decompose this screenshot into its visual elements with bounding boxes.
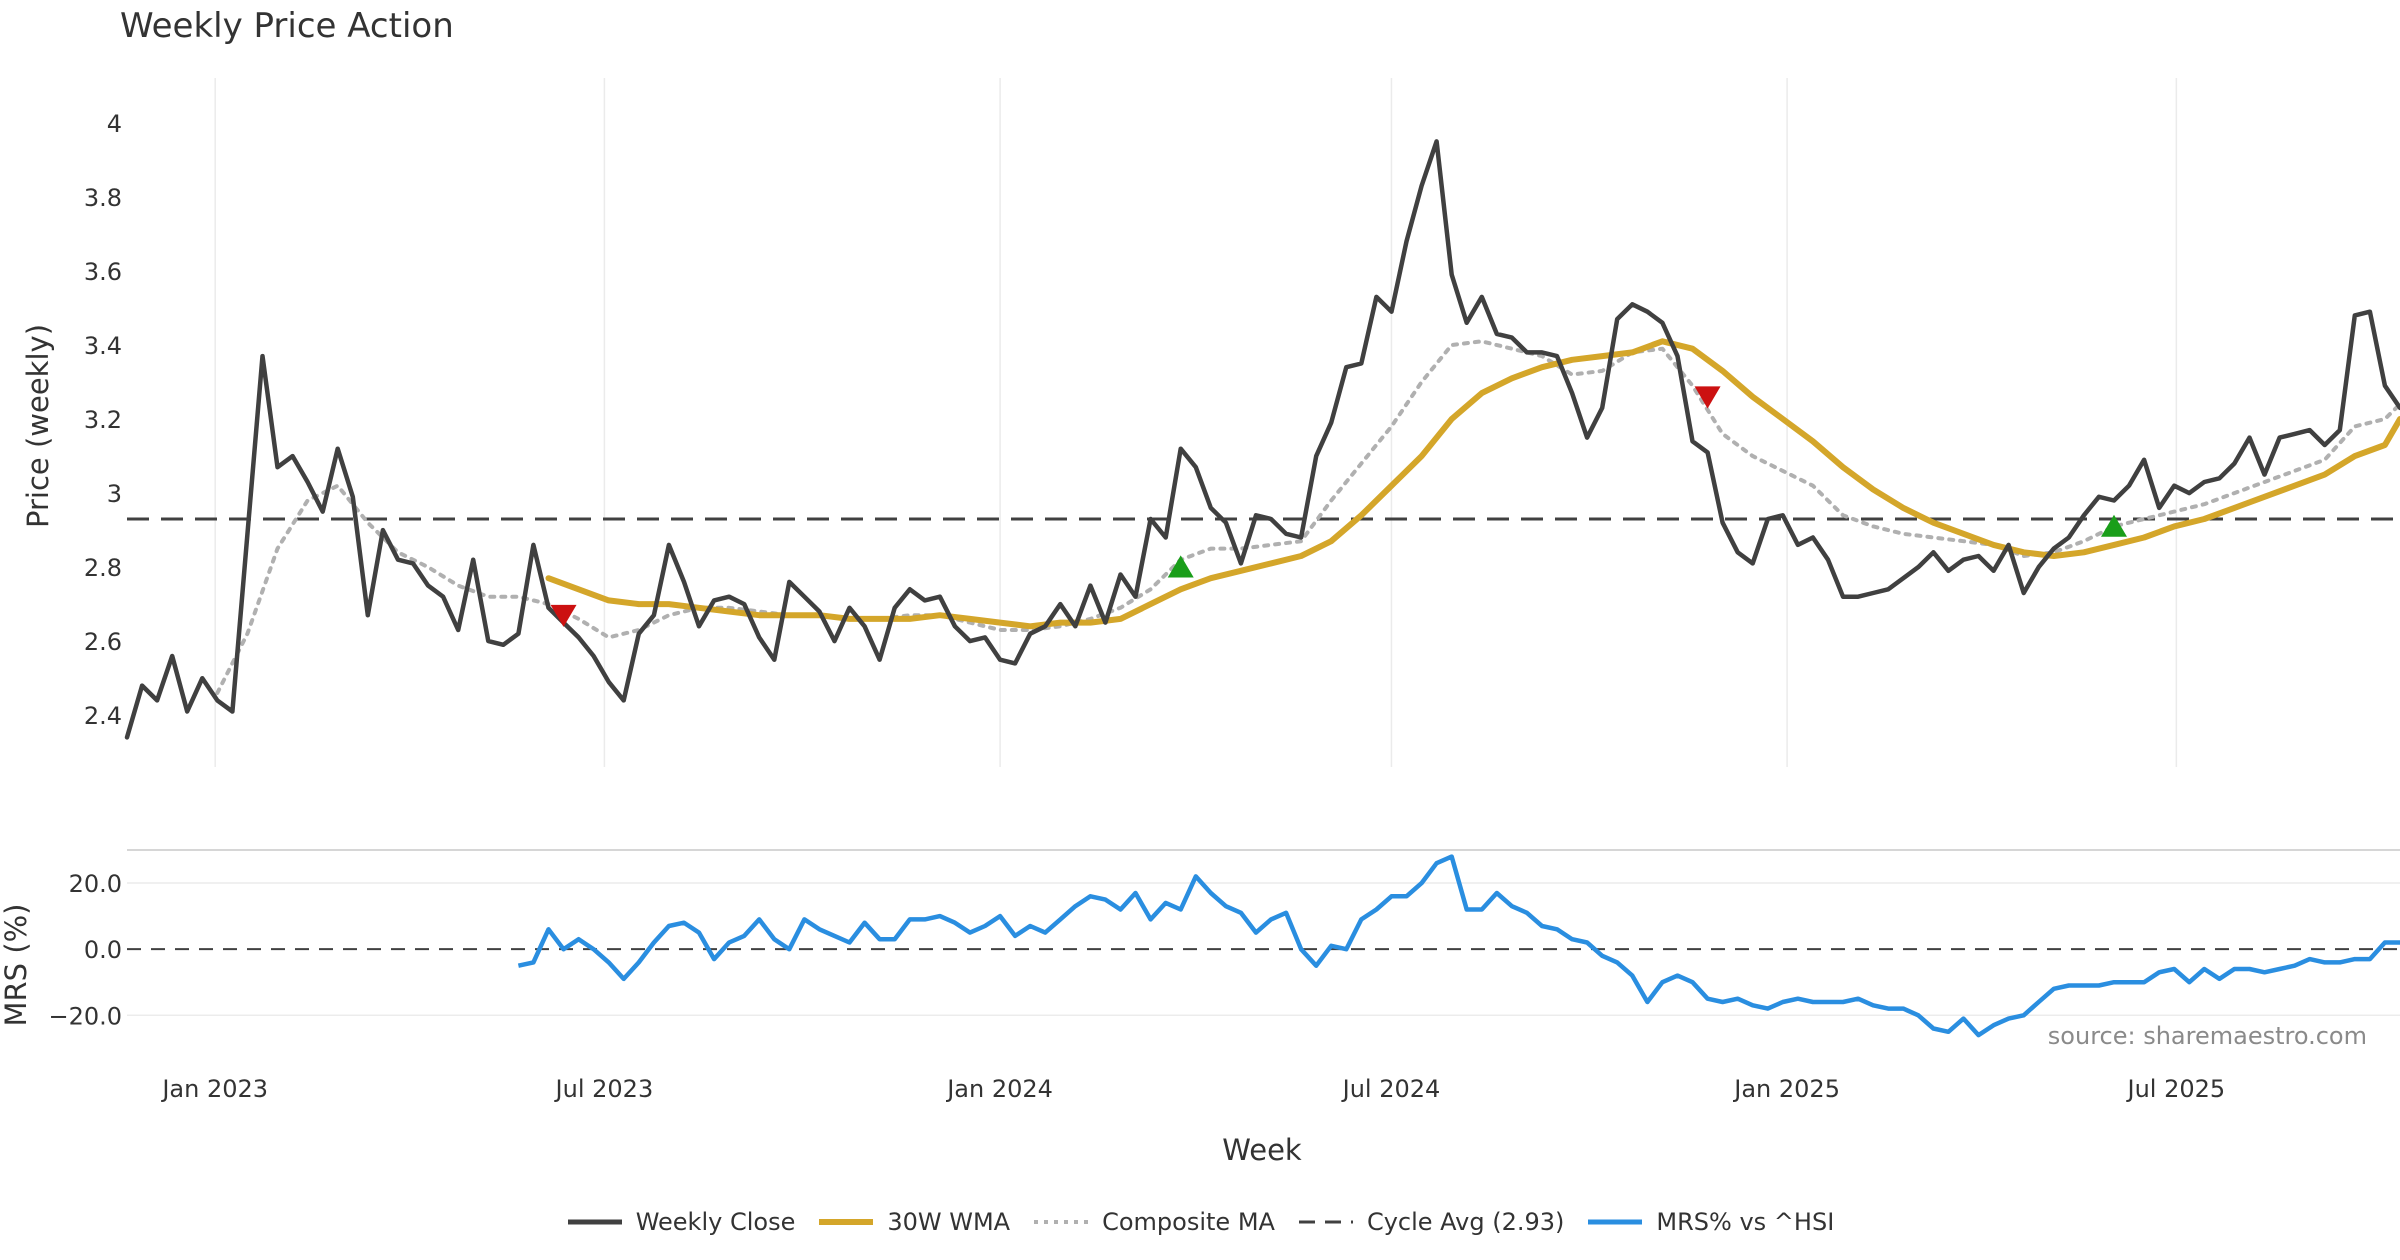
legend-label: Weekly Close xyxy=(635,1208,796,1236)
mrs-y-tick-label: −20.0 xyxy=(48,1002,122,1030)
buy-signal-marker xyxy=(2100,514,2127,537)
price-y-tick-label: 3.2 xyxy=(84,406,122,434)
source-note: source: sharemaestro.com xyxy=(2048,1022,2367,1050)
legend-swatch-solid xyxy=(819,1219,874,1225)
x-tick-label: Jul 2025 xyxy=(2126,1075,2226,1103)
price-y-axis-title: Price (weekly) xyxy=(21,324,55,528)
x-tick-label: Jan 2025 xyxy=(1732,1075,1840,1103)
x-tick-label: Jan 2024 xyxy=(945,1075,1053,1103)
legend-swatch-dashed xyxy=(1298,1220,1353,1224)
series-line-30w-wma xyxy=(545,338,2400,630)
chart-title: Weekly Price Action xyxy=(120,6,454,46)
series-line-composite-ma xyxy=(215,339,2400,695)
series-line-weekly-close xyxy=(124,139,2400,740)
mrs-y-axis-title: MRS (%) xyxy=(0,904,33,1027)
legend: Weekly Close 30W WMA Composite MA Cycle … xyxy=(0,1208,2400,1236)
legend-swatch-solid xyxy=(1588,1219,1643,1225)
price-y-tick-label: 3.8 xyxy=(84,184,122,212)
x-axis-title: Week xyxy=(1222,1133,1302,1167)
buy-signal-marker xyxy=(1167,555,1194,578)
sell-signal-marker xyxy=(550,604,577,627)
legend-swatch-solid xyxy=(567,1219,622,1225)
legend-swatch-dotted xyxy=(1034,1220,1089,1224)
legend-label: Composite MA xyxy=(1102,1208,1275,1236)
price-y-tick-label: 2.4 xyxy=(84,702,122,730)
legend-label: 30W WMA xyxy=(887,1208,1011,1236)
price-y-tick-label: 4 xyxy=(107,110,122,138)
legend-item-cycle-avg: Cycle Avg (2.93) xyxy=(1297,1208,1564,1236)
x-tick-label: Jul 2023 xyxy=(554,1075,654,1103)
legend-item-mrs: MRS% vs ^HSI xyxy=(1586,1208,1834,1236)
signal-markers xyxy=(550,386,2127,627)
legend-label: MRS% vs ^HSI xyxy=(1656,1208,1835,1236)
price-y-tick-label: 3 xyxy=(107,480,122,508)
price-y-tick-label: 3.6 xyxy=(84,258,122,286)
legend-item-30w-wma: 30W WMA xyxy=(817,1208,1010,1236)
legend-item-weekly-close: Weekly Close xyxy=(566,1208,796,1236)
chart-svg: Jan 2023 Jul 2023 Jan 2024 Jul 2024 Jan 2025… xyxy=(0,78,2400,1167)
mrs-y-tick-label: 0.0 xyxy=(84,936,122,964)
series-layer xyxy=(124,139,2400,1038)
price-y-tick-label: 2.8 xyxy=(84,554,122,582)
sell-signal-marker xyxy=(1694,386,1721,409)
series-line-mrs-vs-hsi xyxy=(517,854,2400,1038)
x-tick-label: Jul 2024 xyxy=(1341,1075,1441,1103)
mrs-y-tick-label: 20.0 xyxy=(69,870,122,898)
price-y-tick-label: 3.4 xyxy=(84,332,122,360)
legend-label: Cycle Avg (2.93) xyxy=(1366,1208,1565,1236)
legend-item-composite-ma: Composite MA xyxy=(1032,1208,1275,1236)
axis-layer: Jan 2023 Jul 2023 Jan 2024 Jul 2024 Jan 2025… xyxy=(48,110,2225,1103)
price-y-tick-label: 2.6 xyxy=(84,628,122,656)
x-tick-label: Jan 2023 xyxy=(160,1075,268,1103)
